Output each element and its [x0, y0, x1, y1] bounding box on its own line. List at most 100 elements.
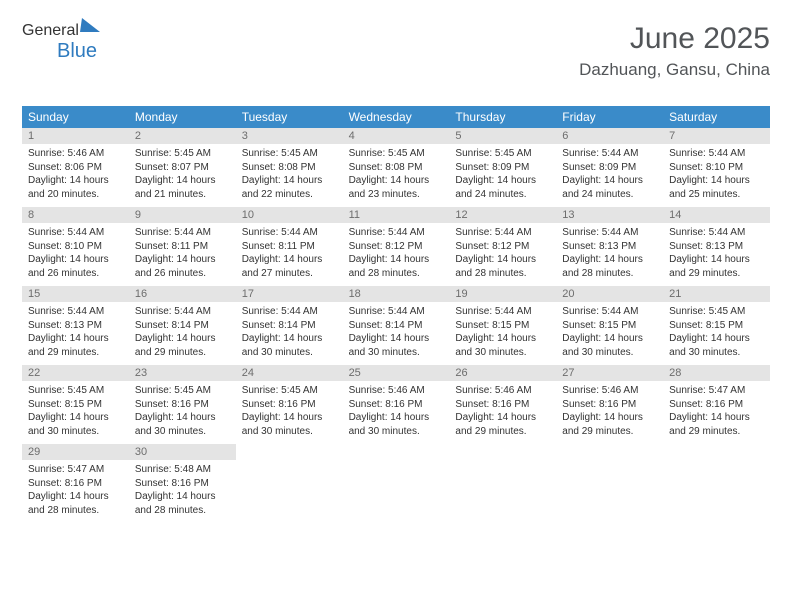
brand-text-2: Blue — [57, 40, 97, 63]
daylight-line: Daylight: 14 hours and 28 minutes. — [28, 490, 123, 517]
day-number: 13 — [556, 207, 663, 223]
day-cell: Sunrise: 5:47 AMSunset: 8:16 PMDaylight:… — [22, 460, 129, 523]
week-row: Sunrise: 5:46 AMSunset: 8:06 PMDaylight:… — [22, 144, 770, 207]
brand-logo-line2: Blue — [44, 40, 97, 63]
daylight-line: Daylight: 14 hours and 29 minutes. — [669, 253, 764, 280]
day-cell: Sunrise: 5:44 AMSunset: 8:10 PMDaylight:… — [22, 223, 129, 286]
day-number: 3 — [236, 128, 343, 144]
day-cell: Sunrise: 5:44 AMSunset: 8:13 PMDaylight:… — [22, 302, 129, 365]
day-cell: Sunrise: 5:48 AMSunset: 8:16 PMDaylight:… — [129, 460, 236, 523]
week-row: Sunrise: 5:45 AMSunset: 8:15 PMDaylight:… — [22, 381, 770, 444]
day-cell: Sunrise: 5:45 AMSunset: 8:15 PMDaylight:… — [22, 381, 129, 444]
sunset-line: Sunset: 8:12 PM — [455, 240, 550, 254]
day-number: 28 — [663, 365, 770, 381]
day-number: 14 — [663, 207, 770, 223]
daylight-line: Daylight: 14 hours and 21 minutes. — [135, 174, 230, 201]
sunrise-line: Sunrise: 5:44 AM — [135, 226, 230, 240]
day-cell — [236, 460, 343, 523]
day-number: 2 — [129, 128, 236, 144]
day-cell: Sunrise: 5:44 AMSunset: 8:10 PMDaylight:… — [663, 144, 770, 207]
sunset-line: Sunset: 8:16 PM — [28, 477, 123, 491]
day-cell: Sunrise: 5:45 AMSunset: 8:07 PMDaylight:… — [129, 144, 236, 207]
daylight-line: Daylight: 14 hours and 30 minutes. — [562, 332, 657, 359]
day-header: Wednesday — [343, 106, 450, 128]
day-number: 24 — [236, 365, 343, 381]
daylight-line: Daylight: 14 hours and 29 minutes. — [455, 411, 550, 438]
day-number: 1 — [22, 128, 129, 144]
daylight-line: Daylight: 14 hours and 29 minutes. — [562, 411, 657, 438]
sunrise-line: Sunrise: 5:46 AM — [349, 384, 444, 398]
sunset-line: Sunset: 8:15 PM — [28, 398, 123, 412]
daylight-line: Daylight: 14 hours and 30 minutes. — [242, 411, 337, 438]
sunset-line: Sunset: 8:09 PM — [562, 161, 657, 175]
day-number-row: 2930 — [22, 444, 770, 460]
sunset-line: Sunset: 8:07 PM — [135, 161, 230, 175]
day-number — [449, 444, 556, 460]
day-number: 23 — [129, 365, 236, 381]
sunrise-line: Sunrise: 5:44 AM — [562, 305, 657, 319]
sunrise-line: Sunrise: 5:44 AM — [562, 226, 657, 240]
day-cell: Sunrise: 5:44 AMSunset: 8:11 PMDaylight:… — [129, 223, 236, 286]
sunset-line: Sunset: 8:15 PM — [455, 319, 550, 333]
day-number-row: 22232425262728 — [22, 365, 770, 381]
day-number: 7 — [663, 128, 770, 144]
location-subtitle: Dazhuang, Gansu, China — [579, 60, 770, 80]
day-number: 19 — [449, 286, 556, 302]
brand-triangle-icon — [80, 18, 102, 32]
sunset-line: Sunset: 8:13 PM — [669, 240, 764, 254]
sunrise-line: Sunrise: 5:44 AM — [349, 226, 444, 240]
day-cell: Sunrise: 5:44 AMSunset: 8:09 PMDaylight:… — [556, 144, 663, 207]
sunrise-line: Sunrise: 5:46 AM — [562, 384, 657, 398]
week-row: Sunrise: 5:47 AMSunset: 8:16 PMDaylight:… — [22, 460, 770, 523]
day-number: 26 — [449, 365, 556, 381]
sunrise-line: Sunrise: 5:45 AM — [135, 384, 230, 398]
day-cell: Sunrise: 5:45 AMSunset: 8:08 PMDaylight:… — [236, 144, 343, 207]
daylight-line: Daylight: 14 hours and 30 minutes. — [349, 332, 444, 359]
sunset-line: Sunset: 8:16 PM — [455, 398, 550, 412]
day-number: 6 — [556, 128, 663, 144]
day-number: 18 — [343, 286, 450, 302]
daylight-line: Daylight: 14 hours and 25 minutes. — [669, 174, 764, 201]
day-number: 22 — [22, 365, 129, 381]
day-cell: Sunrise: 5:44 AMSunset: 8:12 PMDaylight:… — [449, 223, 556, 286]
sunset-line: Sunset: 8:16 PM — [135, 477, 230, 491]
daylight-line: Daylight: 14 hours and 28 minutes. — [562, 253, 657, 280]
day-cell: Sunrise: 5:44 AMSunset: 8:11 PMDaylight:… — [236, 223, 343, 286]
day-cell: Sunrise: 5:44 AMSunset: 8:14 PMDaylight:… — [236, 302, 343, 365]
day-number: 29 — [22, 444, 129, 460]
day-headers-row: Sunday Monday Tuesday Wednesday Thursday… — [22, 106, 770, 128]
sunset-line: Sunset: 8:09 PM — [455, 161, 550, 175]
sunset-line: Sunset: 8:10 PM — [669, 161, 764, 175]
sunrise-line: Sunrise: 5:45 AM — [455, 147, 550, 161]
week-row: Sunrise: 5:44 AMSunset: 8:13 PMDaylight:… — [22, 302, 770, 365]
day-number: 8 — [22, 207, 129, 223]
day-number — [663, 444, 770, 460]
sunrise-line: Sunrise: 5:44 AM — [349, 305, 444, 319]
sunset-line: Sunset: 8:12 PM — [349, 240, 444, 254]
sunrise-line: Sunrise: 5:47 AM — [28, 463, 123, 477]
day-cell — [343, 460, 450, 523]
sunrise-line: Sunrise: 5:44 AM — [28, 226, 123, 240]
daylight-line: Daylight: 14 hours and 20 minutes. — [28, 174, 123, 201]
sunset-line: Sunset: 8:15 PM — [669, 319, 764, 333]
daylight-line: Daylight: 14 hours and 30 minutes. — [455, 332, 550, 359]
daylight-line: Daylight: 14 hours and 24 minutes. — [455, 174, 550, 201]
sunrise-line: Sunrise: 5:45 AM — [349, 147, 444, 161]
calendar-grid: Sunday Monday Tuesday Wednesday Thursday… — [22, 106, 770, 523]
sunset-line: Sunset: 8:10 PM — [28, 240, 123, 254]
day-cell: Sunrise: 5:44 AMSunset: 8:12 PMDaylight:… — [343, 223, 450, 286]
day-cell: Sunrise: 5:45 AMSunset: 8:16 PMDaylight:… — [129, 381, 236, 444]
sunrise-line: Sunrise: 5:47 AM — [669, 384, 764, 398]
daylight-line: Daylight: 14 hours and 30 minutes. — [669, 332, 764, 359]
sunrise-line: Sunrise: 5:44 AM — [455, 226, 550, 240]
day-header: Tuesday — [236, 106, 343, 128]
sunset-line: Sunset: 8:16 PM — [669, 398, 764, 412]
day-cell: Sunrise: 5:46 AMSunset: 8:16 PMDaylight:… — [449, 381, 556, 444]
daylight-line: Daylight: 14 hours and 26 minutes. — [28, 253, 123, 280]
daylight-line: Daylight: 14 hours and 30 minutes. — [28, 411, 123, 438]
sunset-line: Sunset: 8:13 PM — [562, 240, 657, 254]
day-cell: Sunrise: 5:44 AMSunset: 8:13 PMDaylight:… — [556, 223, 663, 286]
sunrise-line: Sunrise: 5:44 AM — [669, 147, 764, 161]
daylight-line: Daylight: 14 hours and 30 minutes. — [349, 411, 444, 438]
day-number: 15 — [22, 286, 129, 302]
